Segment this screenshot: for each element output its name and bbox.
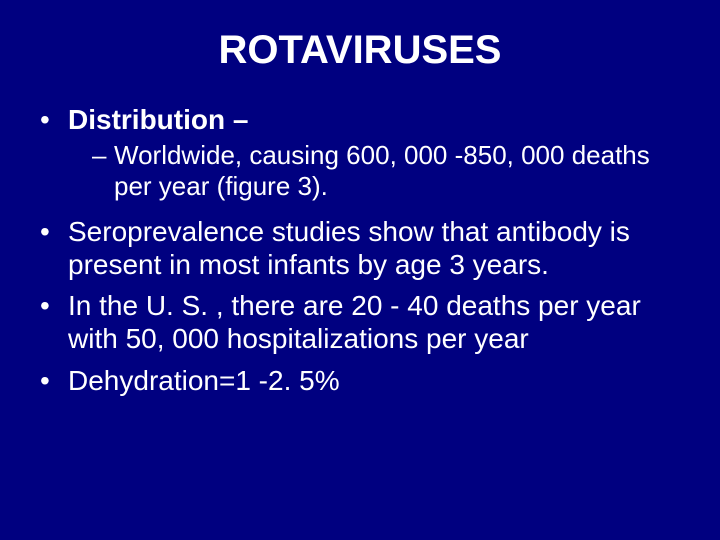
sub-bullet-text: Worldwide, causing 600, 000 -850, 000 de… [114, 140, 650, 201]
bullet-dehydration: Dehydration=1 -2. 5% [40, 364, 690, 397]
sub-bullet-list: Worldwide, causing 600, 000 -850, 000 de… [68, 140, 690, 201]
bullet-list: Distribution – Worldwide, causing 600, 0… [30, 103, 690, 397]
bullet-distribution: Distribution – Worldwide, causing 600, 0… [40, 103, 690, 201]
bullet-text: Seroprevalence studies show that antibod… [68, 216, 630, 280]
sub-bullet-worldwide: Worldwide, causing 600, 000 -850, 000 de… [92, 140, 690, 201]
bullet-text: Distribution – [68, 104, 248, 135]
slide: ROTAVIRUSES Distribution – Worldwide, ca… [0, 0, 720, 540]
bullet-text: Dehydration=1 -2. 5% [68, 365, 340, 396]
bullet-seroprevalence: Seroprevalence studies show that antibod… [40, 215, 690, 281]
bullet-us-deaths: In the U. S. , there are 20 - 40 deaths … [40, 289, 690, 355]
bullet-text: In the U. S. , there are 20 - 40 deaths … [68, 290, 641, 354]
slide-title: ROTAVIRUSES [30, 28, 690, 73]
